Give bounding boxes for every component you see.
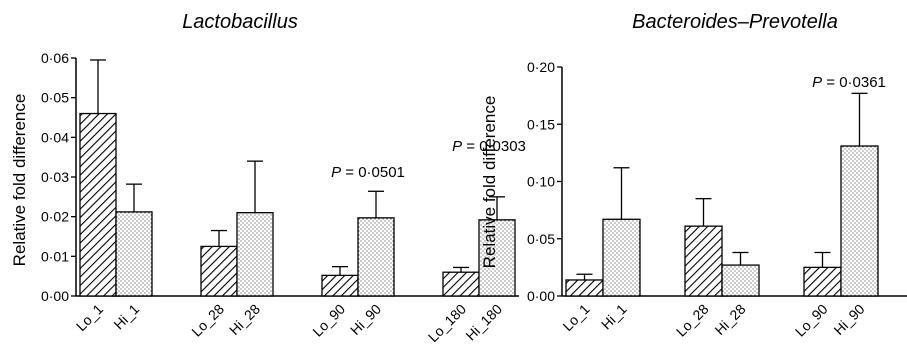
x-tick-label: Hi_1 [598,301,630,333]
x-tick-label: Hi_28 [711,301,748,338]
error-bar [489,196,505,220]
y-tick-label: 0·03 [41,169,69,185]
y-tick-label: 0·02 [41,209,69,225]
x-tick-label: Lo_90 [309,301,348,340]
bar-lo-28 [200,245,238,297]
bar-lo-180 [442,271,480,297]
error-bar [613,167,630,220]
bar-lo-1 [79,112,117,297]
y-axis-label: Relative fold difference [480,96,499,269]
error-bar [851,92,868,147]
error-bar [732,251,749,266]
bar-hi-180 [478,219,516,297]
annotations: P = 0·0361P = 0·0462 [812,74,886,91]
x-tick-label: Lo_90 [792,301,831,340]
y-tick-label: 0·10 [527,174,555,190]
bar-hi-1 [115,211,153,297]
error-bar [247,160,263,213]
error-bar [695,198,712,227]
y-tick-label: 0·04 [41,129,69,145]
error-bar [90,59,106,114]
error-bar [126,183,142,212]
y-tick-label: 0·01 [41,248,69,264]
y-tick-label: 0·15 [527,116,555,132]
bars [565,92,879,297]
error-bar [814,251,831,268]
error-bar [211,229,227,247]
p-value-symbol: P [812,74,822,91]
error-bar [332,265,348,276]
chart-panel-lactobacillus: Lactobacillus Relative fold difference 0… [10,11,526,345]
x-tick-label: Hi_90 [830,301,867,338]
chart-title: Bacteroides–Prevotella [632,11,838,33]
y-tick-label: 0·20 [527,59,555,75]
p-value-annotation: P = 0·0361 [812,74,886,91]
bar-hi-90 [840,145,879,297]
p-value-annotation: P = 0·0501 [331,164,405,181]
p-value-annotation: P = 0·0303 [452,138,526,155]
x-tick-label: Lo_1 [559,301,592,334]
y-tick-label: 0·05 [41,90,69,106]
bar-hi-28 [721,264,760,297]
x-tick-label: Lo_1 [73,301,106,334]
bar-lo-28 [684,225,723,297]
x-tick-label: Hi_180 [462,301,505,344]
p-value-text: = 0·0501 [341,164,405,181]
bar-hi-1 [602,218,641,297]
y-tick-label: 0·06 [41,50,69,66]
error-bar [368,190,384,218]
y-tick-label: 0·00 [527,288,555,304]
error-bar [453,266,469,273]
x-tick-label: Hi_1 [110,301,142,333]
p-value-symbol: P [331,164,341,181]
x-tick-label: Lo_28 [188,301,227,340]
x-tick-label: Hi_28 [226,301,263,338]
bar-hi-90 [357,217,395,297]
y-axis-label: Relative fold difference [10,94,29,267]
p-value-text: = 0·0303 [462,138,526,155]
chart-panel-bacteroides-prevotella: Bacteroides–Prevotella Relative fold dif… [480,11,907,345]
y-tick-label: 0·05 [527,231,555,247]
x-tick-label: Lo_180 [425,301,469,345]
p-value-text: = 0·0361 [822,74,886,91]
x-tick-label: Hi_90 [347,301,384,338]
bar-lo-90 [803,266,842,297]
bar-lo-90 [321,274,359,297]
bars [79,59,516,297]
error-bar [576,273,593,280]
y-tick-label: 0·00 [41,288,69,304]
chart-title: Lactobacillus [182,11,298,33]
x-tick-label: Lo_28 [673,301,712,340]
p-value-symbol: P [452,138,462,155]
bar-hi-28 [236,212,274,297]
bar-lo-1 [565,279,604,297]
